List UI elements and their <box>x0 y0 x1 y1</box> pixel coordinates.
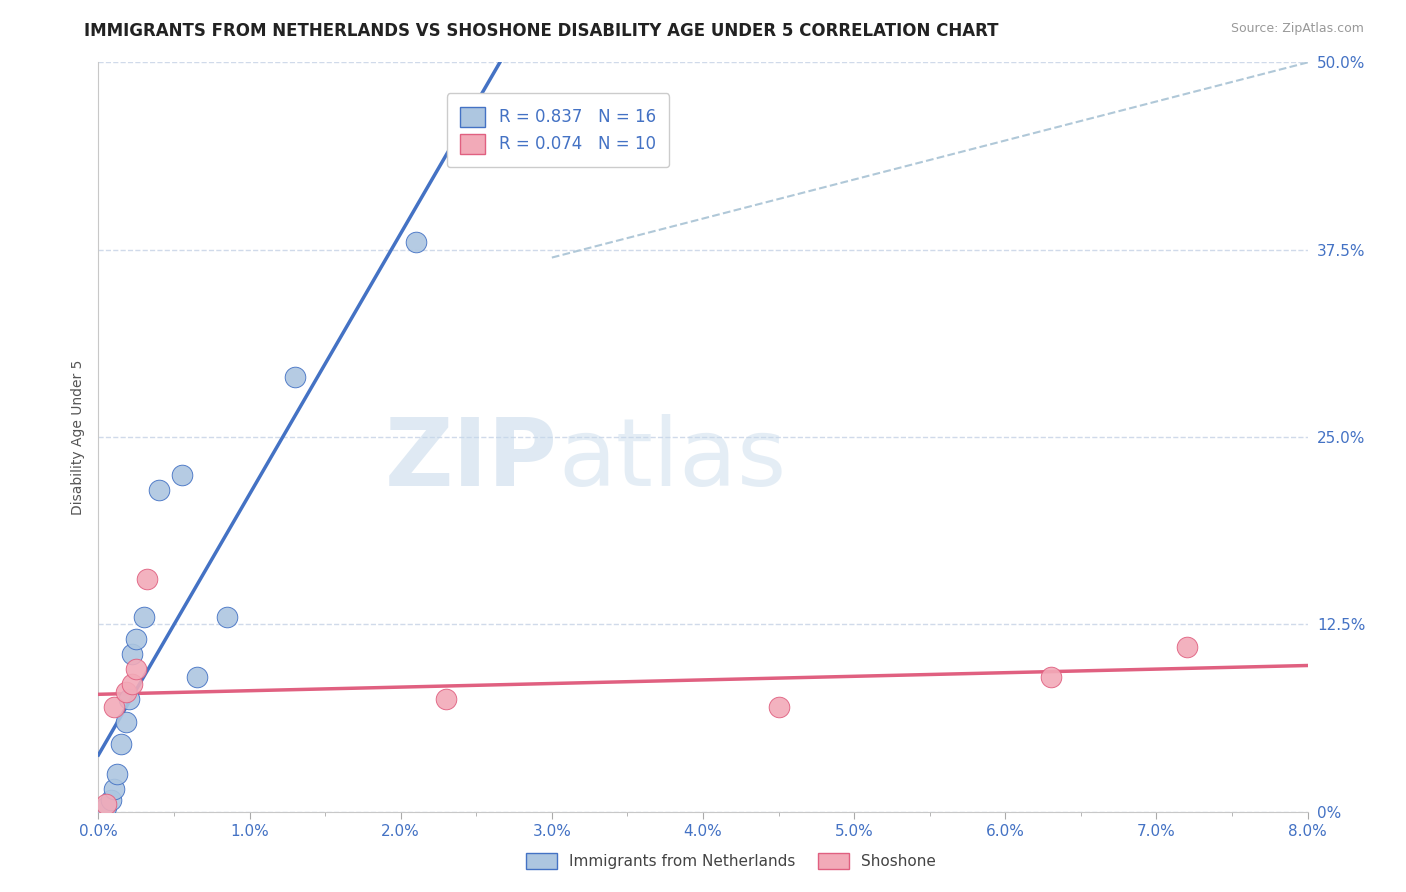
Point <box>105 767 128 781</box>
Point <box>114 685 136 699</box>
Point <box>405 235 427 250</box>
Point <box>103 699 125 714</box>
Legend: Immigrants from Netherlands, Shoshone: Immigrants from Netherlands, Shoshone <box>520 847 942 875</box>
Point <box>132 610 155 624</box>
Point <box>148 483 170 497</box>
Point <box>170 467 193 482</box>
Point <box>121 648 143 662</box>
Point <box>434 692 457 706</box>
Y-axis label: Disability Age Under 5: Disability Age Under 5 <box>70 359 84 515</box>
Point <box>186 670 208 684</box>
Point <box>118 692 141 706</box>
Point <box>121 677 143 691</box>
Point <box>135 573 157 587</box>
Point <box>1039 670 1062 684</box>
Point <box>100 793 122 807</box>
Text: ZIP: ZIP <box>385 414 558 506</box>
Point <box>94 800 117 814</box>
Point <box>125 662 148 676</box>
Legend: R = 0.837   N = 16, R = 0.074   N = 10: R = 0.837 N = 16, R = 0.074 N = 10 <box>447 94 669 168</box>
Text: IMMIGRANTS FROM NETHERLANDS VS SHOSHONE DISABILITY AGE UNDER 5 CORRELATION CHART: IMMIGRANTS FROM NETHERLANDS VS SHOSHONE … <box>84 22 998 40</box>
Point <box>215 610 238 624</box>
Point <box>1175 640 1198 654</box>
Point <box>114 714 136 729</box>
Point <box>284 370 307 384</box>
Point <box>768 699 790 714</box>
Text: Source: ZipAtlas.com: Source: ZipAtlas.com <box>1230 22 1364 36</box>
Point <box>103 782 125 797</box>
Text: atlas: atlas <box>558 414 786 506</box>
Point <box>110 737 132 751</box>
Point <box>125 632 148 647</box>
Point <box>94 797 117 812</box>
